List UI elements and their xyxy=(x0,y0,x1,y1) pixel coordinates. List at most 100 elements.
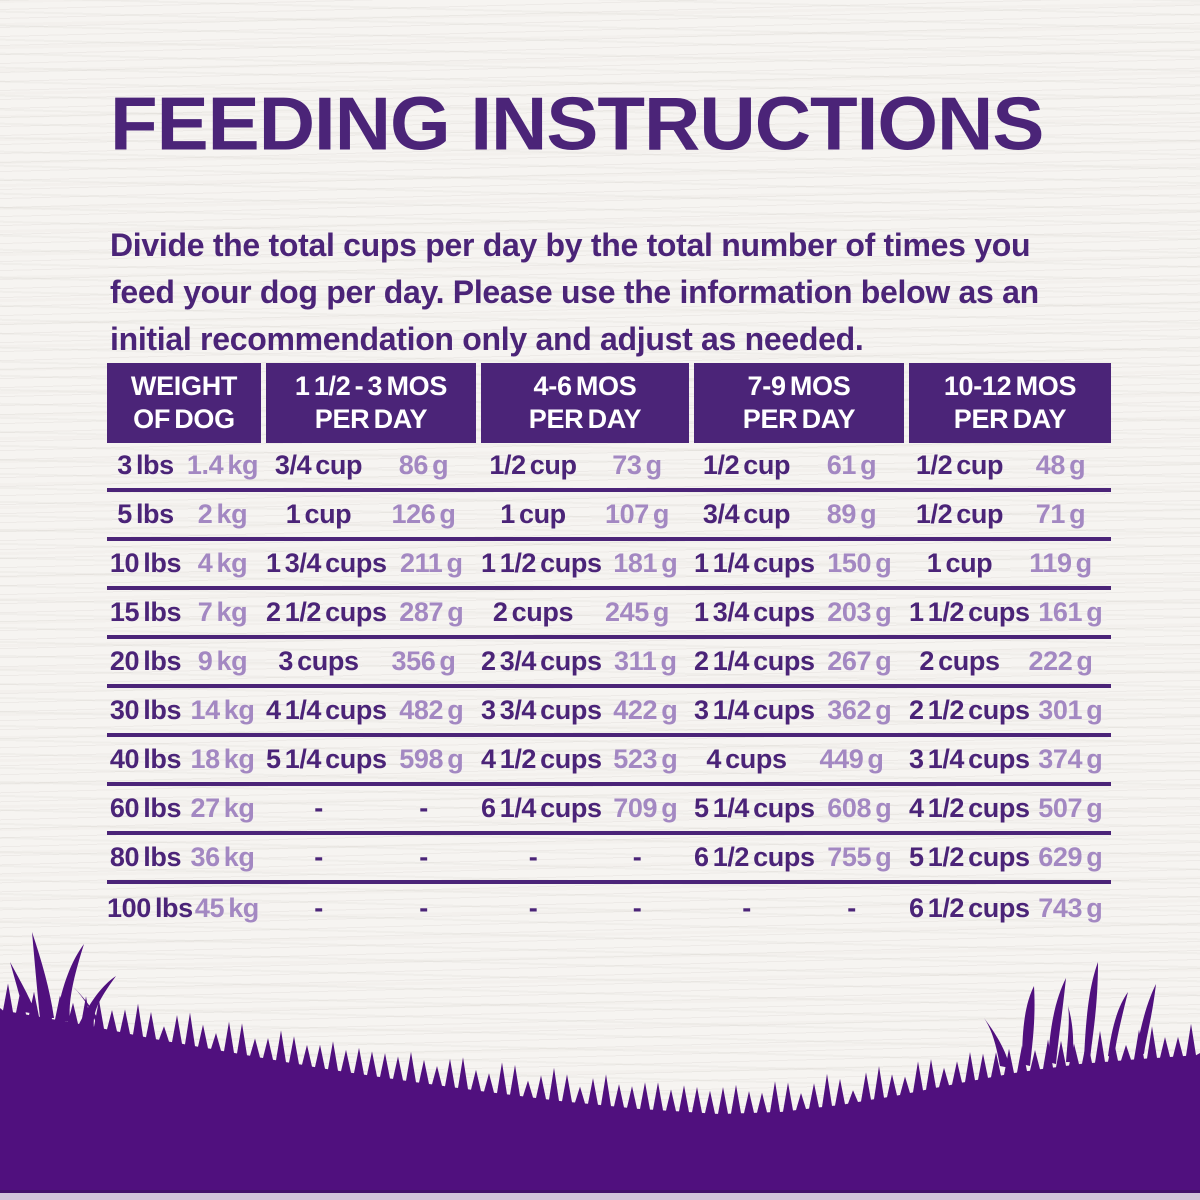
cell-age3-grams: 89 g xyxy=(826,499,877,529)
column-group-3: 6 1/2 cups 755 g xyxy=(694,835,904,880)
cell-age1-cups: 1 3/4 cups xyxy=(266,548,387,578)
header-age-column-4: 10-12 MOS PER DAY xyxy=(909,363,1111,443)
cell-weight-lbs: 30 lbs xyxy=(109,695,182,725)
cell-age1-grams: 482 g xyxy=(399,695,464,725)
column-group-0: 20 lbs 9 kg xyxy=(107,639,261,684)
cell-age3-cups: 2 1/4 cups xyxy=(694,646,815,676)
column-group-1: 2 1/2 cups 287 g xyxy=(266,590,476,635)
cell-age2-grams: 73 g xyxy=(612,450,662,480)
cell-age1-grams: - xyxy=(419,842,428,872)
cell-age3-cups: 1/2 cup xyxy=(702,450,791,480)
header-weight-of-dog: WEIGHT OF DOG xyxy=(107,363,261,443)
cell-age1-cups: 5 1/4 cups xyxy=(266,744,387,774)
column-group-4: 6 1/2 cups 743 g xyxy=(909,884,1111,933)
cell-age2-grams: 181 g xyxy=(613,548,678,578)
cell-age4-cups: 4 1/2 cups xyxy=(909,793,1030,823)
cell-age3-cups: 1 3/4 cups xyxy=(694,597,815,627)
column-group-4: 1/2 cup 48 g xyxy=(909,443,1111,488)
grass-blade xyxy=(78,976,116,1028)
cell-age1-cups: 2 1/2 cups xyxy=(266,597,387,627)
column-group-1: 4 1/4 cups 482 g xyxy=(266,688,476,733)
cell-age4-cups: 1/2 cup xyxy=(915,450,1004,480)
table-row: 3 lbs 1.4 kg 3/4 cup 86 g 1/2 cup 73 g 1/2 cup… xyxy=(107,443,1111,492)
column-group-1: -- xyxy=(266,786,476,831)
cell-weight-kg: 9 kg xyxy=(197,646,248,676)
cell-weight-lbs: 80 lbs xyxy=(109,842,182,872)
cell-age4-cups: 2 1/2 cups xyxy=(909,695,1030,725)
column-group-0: 80 lbs 36 kg xyxy=(107,835,261,880)
cell-age1-cups: 3 cups xyxy=(278,646,359,676)
column-group-4: 1 cup 119 g xyxy=(909,541,1111,586)
table-row: 100 lbs 45 kg - - - - - -6 1/2 cups 743 g xyxy=(107,884,1111,933)
cell-age3-cups: 3/4 cup xyxy=(702,499,791,529)
cell-age4-grams: 71 g xyxy=(1035,499,1086,529)
cell-age3-grams: - xyxy=(847,893,856,923)
column-group-0: 30 lbs 14 kg xyxy=(107,688,261,733)
cell-weight-kg: 27 kg xyxy=(190,793,255,823)
cell-age1-cups: - xyxy=(314,793,323,823)
cell-age2-grams: 107 g xyxy=(604,499,670,529)
column-group-2: 3 3/4 cups 422 g xyxy=(481,688,689,733)
grass-blade xyxy=(56,944,84,1022)
column-group-1: 5 1/4 cups 598 g xyxy=(266,737,476,782)
column-group-2: -- xyxy=(481,884,689,933)
column-group-2: 1 cup 107 g xyxy=(481,492,689,537)
column-group-3: 4 cups 449 g xyxy=(694,737,904,782)
header-label-line2: PER DAY xyxy=(314,404,428,434)
grass-hill-shape xyxy=(0,983,1200,1200)
column-group-3: 5 1/4 cups 608 g xyxy=(694,786,904,831)
cell-age4-grams: 374 g xyxy=(1038,744,1103,774)
grass-blade xyxy=(984,1018,1010,1068)
table-row: 40 lbs 18 kg 5 1/4 cups 598 g 4 1/2 cups 523 … xyxy=(107,737,1111,786)
cell-weight-kg: 36 kg xyxy=(190,842,255,872)
column-group-1: -- xyxy=(266,884,476,933)
cell-age4-grams: 507 g xyxy=(1038,793,1103,823)
cell-age4-grams: 301 g xyxy=(1038,695,1103,725)
column-group-0: 3 lbs 1.4 kg xyxy=(107,443,261,488)
table-row: 10 lbs 4 kg 1 3/4 cups 211 g 1 1/2 cups 181 g… xyxy=(107,541,1111,590)
cell-age2-cups: 3 3/4 cups xyxy=(481,695,602,725)
cell-age4-cups: 1/2 cup xyxy=(915,499,1004,529)
cell-weight-lbs: 3 lbs xyxy=(117,450,174,480)
table-row: 5 lbs 2 kg 1 cup 126 g 1 cup 107 g 3/4 cup 89 g… xyxy=(107,492,1111,541)
cell-age3-cups: 1 1/4 cups xyxy=(694,548,815,578)
cell-age3-grams: 755 g xyxy=(827,842,892,872)
cell-weight-kg: 1.4 kg xyxy=(186,450,259,480)
column-group-1: -- xyxy=(266,835,476,880)
cell-age2-cups: 1 cup xyxy=(500,499,566,529)
intro-text: Divide the total cups per day by the tot… xyxy=(110,222,1039,363)
table-body: 3 lbs 1.4 kg 3/4 cup 86 g 1/2 cup 73 g 1/2 cup… xyxy=(107,443,1111,933)
cell-weight-kg: 14 kg xyxy=(190,695,255,725)
column-group-0: 60 lbs 27 kg xyxy=(107,786,261,831)
column-group-1: 3 cups 356 g xyxy=(266,639,476,684)
cell-weight-kg: 2 kg xyxy=(197,499,248,529)
header-label-line1: WEIGHT xyxy=(130,371,238,401)
column-group-0: 15 lbs 7 kg xyxy=(107,590,261,635)
cell-age1-cups: - xyxy=(314,842,323,872)
cell-age4-cups: 5 1/2 cups xyxy=(909,842,1030,872)
cell-age4-grams: 222 g xyxy=(1028,646,1093,676)
column-group-3: 3/4 cup 89 g xyxy=(694,492,904,537)
cell-age2-cups: 1 1/2 cups xyxy=(481,548,602,578)
column-group-2: 6 1/4 cups 709 g xyxy=(481,786,689,831)
cell-weight-lbs: 5 lbs xyxy=(117,499,174,529)
column-group-4: 5 1/2 cups 629 g xyxy=(909,835,1111,880)
cell-age4-grams: 743 g xyxy=(1038,893,1103,923)
header-label-line1: 10-12 MOS xyxy=(943,371,1077,401)
header-label-line2: PER DAY xyxy=(742,404,856,434)
column-group-0: 100 lbs 45 kg xyxy=(107,884,261,933)
cell-age4-grams: 48 g xyxy=(1035,450,1086,480)
header-age-column-1: 1 1/2 - 3 MOS PER DAY xyxy=(266,363,476,443)
grass-blade xyxy=(10,962,36,1014)
cell-age1-cups: - xyxy=(314,893,323,923)
cell-age1-grams: 598 g xyxy=(399,744,464,774)
intro-line: Divide the total cups per day by the tot… xyxy=(110,227,1031,263)
cell-age3-grams: 362 g xyxy=(827,695,892,725)
cell-weight-kg: 45 kg xyxy=(194,893,259,923)
column-group-4: 1/2 cup 71 g xyxy=(909,492,1111,537)
cell-age2-cups: 6 1/4 cups xyxy=(481,793,602,823)
header-label-line2: PER DAY xyxy=(528,404,642,434)
